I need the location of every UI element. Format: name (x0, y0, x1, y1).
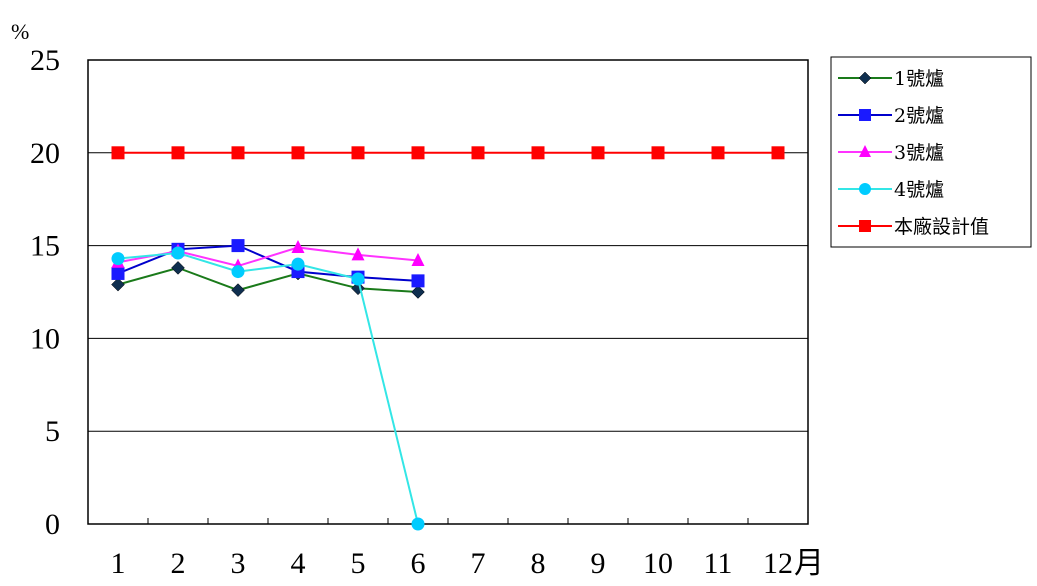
series-5 (111, 146, 785, 160)
data-point (411, 252, 425, 266)
data-point (231, 146, 245, 160)
data-point (231, 239, 245, 253)
data-point (171, 261, 185, 275)
y-tick-label: 15 (30, 230, 60, 263)
y-axis-unit-label: % (11, 19, 29, 44)
legend-item: 1號爐 (838, 68, 944, 90)
y-tick-label: 25 (30, 44, 60, 77)
legend-label: 3號爐 (894, 142, 944, 164)
data-point (531, 146, 545, 160)
x-tick-label: 7 (471, 547, 486, 580)
series-4 (111, 246, 425, 531)
data-point (411, 517, 425, 531)
legend-swatch-marker (859, 183, 871, 195)
plot-area (87, 59, 809, 525)
data-point (111, 266, 125, 280)
x-tick-label: 8 (531, 547, 546, 580)
data-point (411, 146, 425, 160)
legend-item: 3號爐 (838, 142, 944, 164)
x-tick-label: 12 (763, 547, 793, 580)
legend-swatch-marker (858, 71, 872, 85)
x-tick-label: 1 (111, 547, 126, 580)
legend-swatch-marker (859, 220, 871, 232)
data-point (171, 146, 185, 160)
y-tick-label: 0 (45, 508, 60, 541)
legend-item: 2號爐 (838, 105, 944, 127)
x-tick-label: 9 (591, 547, 606, 580)
data-point (351, 146, 365, 160)
data-point (111, 252, 125, 266)
series-line (117, 252, 419, 525)
y-tick-label: 10 (30, 322, 60, 355)
data-point (171, 246, 185, 260)
data-point (711, 146, 725, 160)
series-line (117, 266, 419, 293)
x-axis-unit-label: 月 (794, 547, 824, 580)
data-point (351, 247, 365, 261)
x-tick-label: 4 (291, 547, 306, 580)
legend-label: 本廠設計值 (894, 215, 989, 238)
data-point (651, 146, 665, 160)
x-tick-label: 5 (351, 547, 366, 580)
data-point (231, 265, 245, 279)
x-tick-label: 6 (411, 547, 426, 580)
x-tick-label: 11 (704, 547, 733, 580)
data-point (291, 239, 305, 253)
data-point (351, 272, 365, 286)
x-tick-label: 3 (231, 547, 246, 580)
data-point (111, 146, 125, 160)
legend-label: 1號爐 (894, 68, 944, 90)
legend-item: 4號爐 (838, 179, 944, 201)
data-point (591, 146, 605, 160)
x-tick-label: 2 (171, 547, 186, 580)
data-point (471, 146, 485, 160)
y-tick-label: 5 (45, 415, 60, 448)
data-point (291, 257, 305, 271)
legend-item: 本廠設計值 (838, 215, 989, 238)
series-layer (111, 146, 785, 531)
legend-label: 2號爐 (894, 105, 944, 127)
legend-swatch-marker (859, 109, 871, 121)
x-axis-ticks: 1 2 3 4 5 6 7 8 9 10 11 12 月 (111, 518, 824, 580)
data-point (231, 283, 245, 297)
data-point (291, 146, 305, 160)
legend-swatch-marker (859, 145, 871, 157)
data-point (771, 146, 785, 160)
data-point (411, 285, 425, 299)
data-point (111, 277, 125, 292)
data-point (411, 274, 425, 288)
legend-label: 4號爐 (894, 179, 944, 201)
y-tick-label: 20 (30, 137, 60, 170)
x-tick-label: 10 (643, 547, 673, 580)
y-axis-ticks: 0 5 10 15 20 25 (30, 44, 60, 541)
